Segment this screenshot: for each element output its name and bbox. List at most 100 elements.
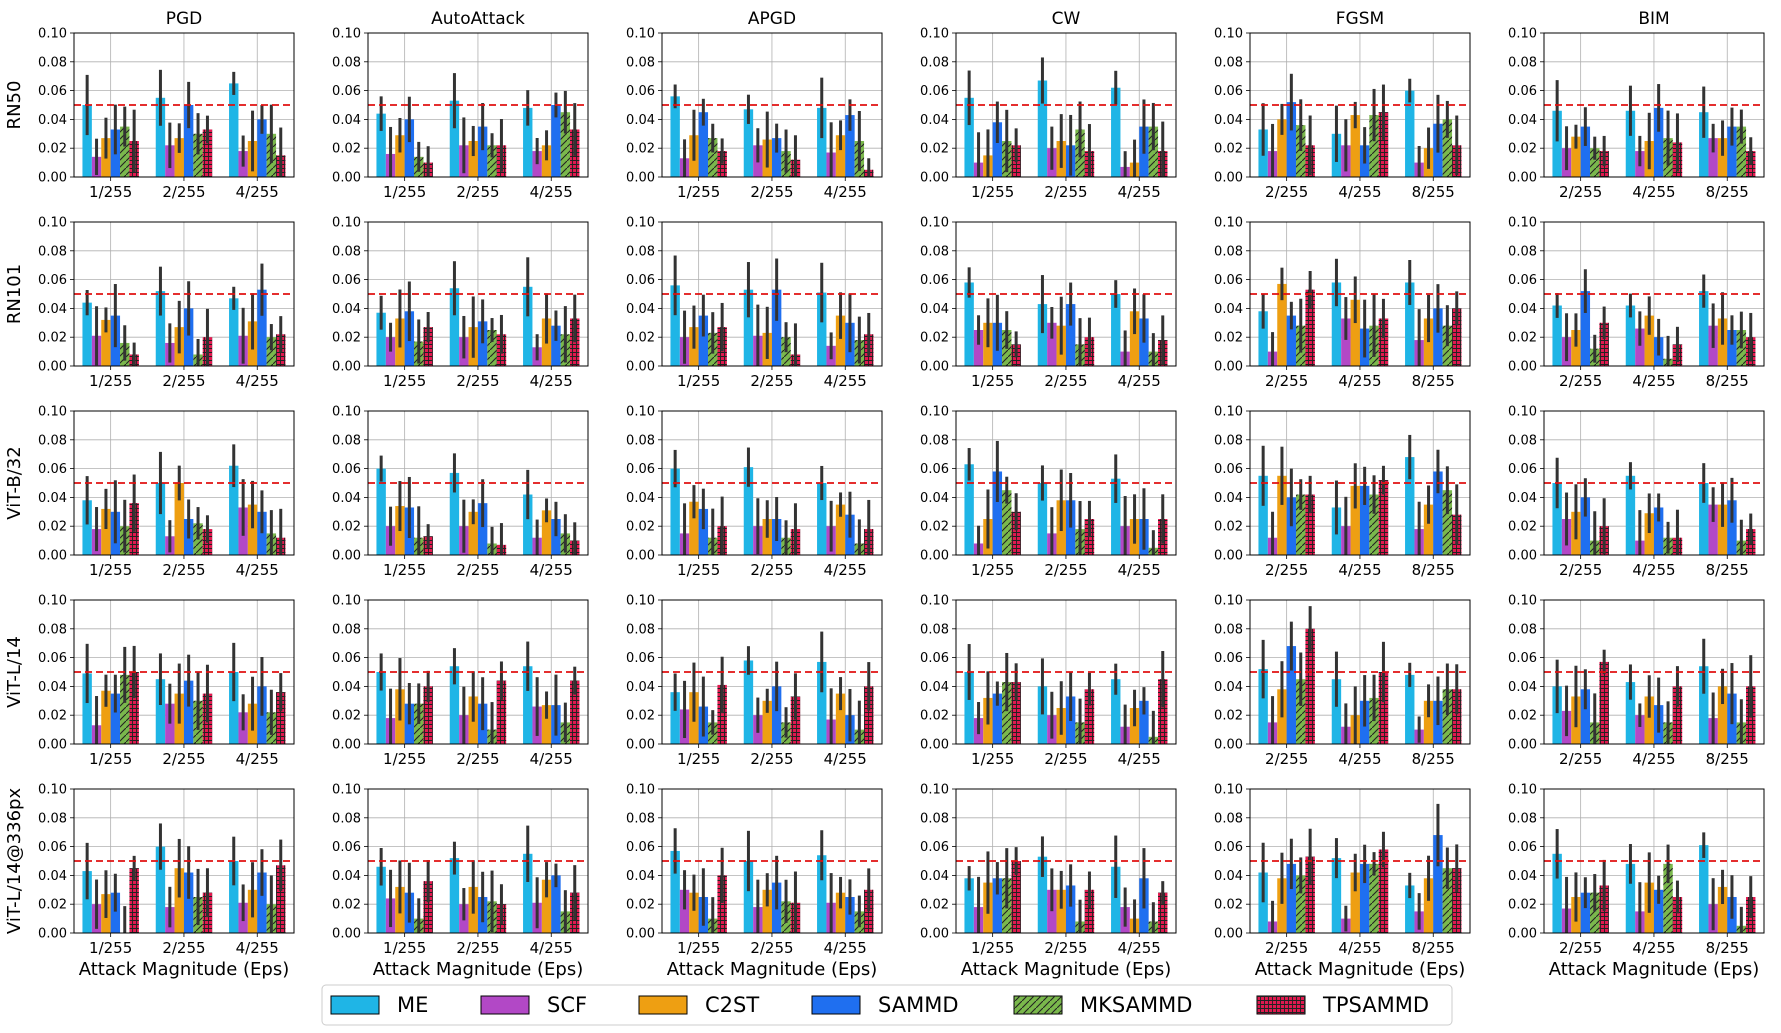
x-tick-label: 4/255 <box>1118 183 1161 201</box>
y-tick-label: 0.06 <box>38 651 67 666</box>
y-tick-label: 0.00 <box>1508 171 1537 186</box>
bar-me <box>1625 305 1636 366</box>
bar-c2st <box>1717 138 1728 177</box>
y-tick-label: 0.10 <box>1508 405 1537 420</box>
bar-sammd <box>1139 700 1149 744</box>
y-tick-label: 0.02 <box>1508 709 1537 724</box>
bar-me <box>449 288 460 366</box>
y-tick-label: 0.08 <box>1214 244 1243 259</box>
x-tick-label: 2/255 <box>1265 561 1308 579</box>
bar-sammd <box>1727 330 1737 366</box>
y-tick-label: 0.04 <box>920 302 949 317</box>
bar-me <box>82 105 92 177</box>
x-tick-label: 8/255 <box>1412 939 1455 957</box>
panel-frame <box>73 599 295 745</box>
bar-me <box>82 673 92 744</box>
bar-me <box>743 861 754 933</box>
y-tick-label: 0.10 <box>626 594 655 609</box>
panel-frame <box>1543 32 1765 178</box>
y-tick-label: 0.02 <box>332 898 361 913</box>
bar-hatch-mksammd <box>487 145 497 177</box>
model-label: ViT-B/32 <box>4 446 25 519</box>
panel-frame <box>1249 788 1471 934</box>
panel-frame <box>367 410 589 556</box>
bar-me <box>1699 112 1709 177</box>
panel: 0.00 0.02 0.04 0.06 0.08 0.10 1/255 2/255 4/255 A… <box>626 783 883 980</box>
x-tick-label: 2/255 <box>456 372 499 390</box>
bar-hatch-mksammd <box>1148 126 1159 177</box>
bar-hatch-mksammd <box>708 138 718 177</box>
bar-me <box>670 692 680 744</box>
x-tick-label: 1/255 <box>677 372 720 390</box>
bar-sammd <box>110 892 121 933</box>
bar-me <box>376 113 386 177</box>
attack-title: AutoAttack <box>431 9 525 29</box>
y-tick-label: 0.08 <box>1508 433 1537 448</box>
bar-hatch-tpsammd <box>202 129 213 177</box>
bar-me <box>964 878 974 933</box>
bar-me <box>449 100 460 177</box>
bar-hatch-tpsammd <box>1378 112 1389 177</box>
panel-frame <box>661 221 883 367</box>
y-tick-label: 0.02 <box>38 520 67 535</box>
y-tick-label: 0.10 <box>626 405 655 420</box>
y-tick-label: 0.10 <box>332 783 361 798</box>
y-tick-label: 0.04 <box>332 680 361 695</box>
bar-c2st <box>1717 886 1728 933</box>
bar-c2st <box>468 141 478 177</box>
x-tick-label: 1/255 <box>383 750 426 768</box>
x-tick-label: 4/255 <box>1632 183 1675 201</box>
bar-me <box>1699 845 1709 933</box>
y-tick-label: 0.08 <box>1508 811 1537 826</box>
y-tick-label: 0.10 <box>332 27 361 42</box>
bar-me <box>743 289 754 366</box>
x-tick-label: 2/255 <box>1559 561 1602 579</box>
y-tick-label: 0.04 <box>1214 869 1243 884</box>
bar-sammd <box>1653 107 1664 177</box>
x-tick-label: 4/255 <box>1338 183 1381 201</box>
bar-sammd <box>1286 863 1297 933</box>
panel: 0.00 0.02 0.04 0.06 0.08 0.10 2/255 4/255 8/255 <box>1214 216 1471 390</box>
y-tick-label: 0.04 <box>626 113 655 128</box>
legend-label-scf: SCF <box>547 993 587 1017</box>
bar-me <box>1111 679 1121 744</box>
panel: CW 0.00 0.02 0.04 0.06 0.08 0.10 1/255 2/255 4/25… <box>920 9 1177 201</box>
x-tick-label: 4/255 <box>824 183 867 201</box>
bar-hatch-tpsammd <box>717 151 727 177</box>
bar-hatch-tpsammd <box>1011 682 1021 744</box>
y-tick-label: 0.06 <box>332 84 361 99</box>
x-tick-label: 2/255 <box>456 183 499 201</box>
y-tick-label: 0.04 <box>1214 491 1243 506</box>
y-tick-label: 0.06 <box>920 840 949 855</box>
panel-frame <box>73 788 295 934</box>
legend-hatch-tpsammd <box>1257 996 1305 1014</box>
y-tick-label: 0.02 <box>626 520 655 535</box>
x-tick-label: 4/255 <box>1118 561 1161 579</box>
panel: APGD 0.00 0.02 0.04 0.06 0.08 0.10 1/255 2/255 4/… <box>626 9 883 201</box>
bar-me <box>82 500 92 555</box>
panel: 0.00 0.02 0.04 0.06 0.08 0.10 1/255 2/255 4/255 A… <box>920 783 1177 980</box>
y-tick-label: 0.00 <box>1508 360 1537 375</box>
x-tick-label: 2/255 <box>1559 939 1602 957</box>
bar-hatch-mksammd <box>560 112 571 177</box>
bar-scf <box>679 889 690 933</box>
bar-me <box>1405 90 1415 177</box>
bar-sammd <box>477 321 488 366</box>
x-tick-label: 2/255 <box>1044 750 1087 768</box>
bar-sammd <box>551 325 561 366</box>
bar-me <box>670 850 680 933</box>
bar-me <box>670 468 680 555</box>
bar-me <box>1699 291 1709 366</box>
panel-frame <box>955 788 1177 934</box>
x-axis-label: Attack Magnitude (Eps) <box>1549 959 1760 980</box>
bar-me <box>1111 294 1121 366</box>
y-tick-label: 0.06 <box>626 84 655 99</box>
bar-hatch-tpsammd <box>1599 661 1609 744</box>
x-tick-label: 2/255 <box>162 750 205 768</box>
panel-grid: RN50 PGD 0.00 0.02 0.04 0.06 0.08 0.10 1/255 2/25… <box>4 9 1765 980</box>
bar-me <box>743 109 754 177</box>
x-tick-label: 4/255 <box>1632 561 1675 579</box>
y-tick-label: 0.02 <box>38 142 67 157</box>
x-tick-label: 1/255 <box>383 372 426 390</box>
bar-c2st <box>689 892 699 933</box>
